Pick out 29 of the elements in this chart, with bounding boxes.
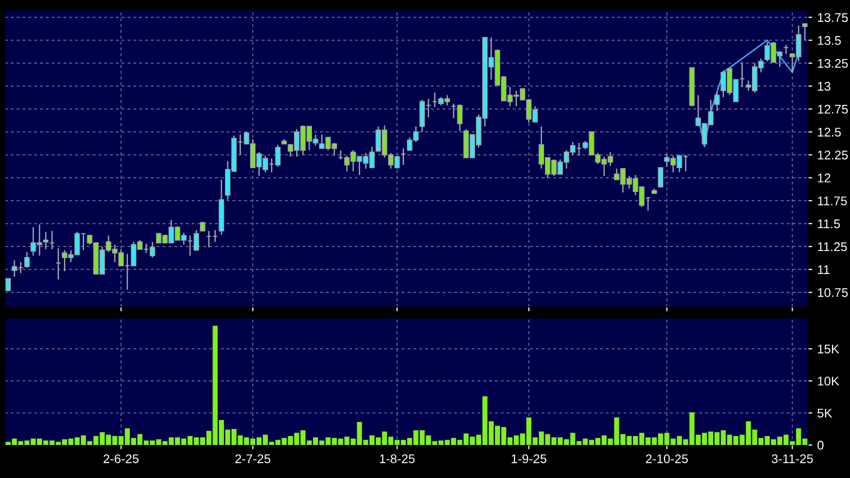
- x-tick-label: 3-11-25: [772, 454, 813, 464]
- y-tick-label: 12: [818, 174, 830, 182]
- y-tick-label: 13: [818, 82, 830, 91]
- y-tick-label: 11.75: [818, 196, 847, 206]
- candlestick: [714, 92, 720, 112]
- y-tick-label: 11.5: [818, 220, 840, 228]
- x-tick-label: 2-6-25: [104, 454, 139, 464]
- candlestick: [24, 251, 30, 268]
- y-tick-label: 12.75: [818, 104, 848, 114]
- y-tick-label: 10.75: [818, 288, 848, 297]
- x-tick-label: 1-9-25: [512, 454, 546, 464]
- y-tick-label: 0: [818, 440, 824, 450]
- y-tick-label: 13.75: [818, 13, 848, 22]
- y-tick-label: 10K: [818, 376, 840, 386]
- y-tick-label: 12.5: [818, 128, 841, 137]
- x-tick-label: 2-7-25: [235, 454, 270, 464]
- candlestick: [802, 23, 808, 41]
- x-tick-label: 1-8-25: [380, 454, 415, 464]
- y-tick-label: 11: [818, 265, 830, 274]
- y-tick-label: 13.25: [818, 58, 848, 68]
- candlestick: [658, 167, 664, 188]
- y-tick-label: 13.5: [818, 36, 841, 45]
- x-tick-label: 2-10-25: [646, 454, 688, 464]
- y-tick-label: 5K: [818, 408, 832, 418]
- candlestick: [43, 231, 48, 250]
- y-tick-label: 11.25: [818, 242, 847, 252]
- y-tick-label: 15K: [818, 344, 840, 354]
- y-tick-label: 12.25: [818, 150, 848, 160]
- candlestick: [5, 278, 11, 292]
